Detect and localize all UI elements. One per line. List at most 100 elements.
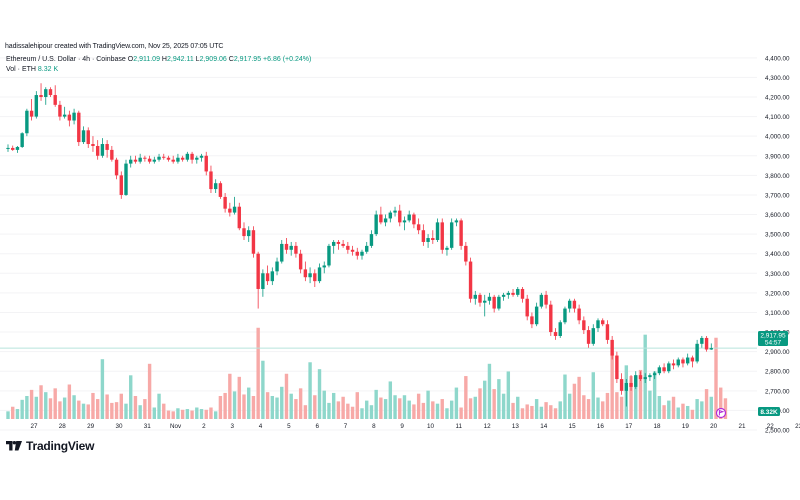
candle[interactable] — [360, 251, 364, 256]
candle[interactable] — [700, 337, 704, 344]
candle[interactable] — [166, 157, 171, 160]
candle[interactable] — [58, 104, 62, 117]
candle[interactable] — [530, 316, 534, 325]
candle[interactable] — [34, 95, 39, 117]
candle[interactable] — [662, 367, 666, 372]
candle[interactable] — [563, 308, 567, 323]
candle[interactable] — [586, 330, 591, 344]
candle[interactable] — [270, 271, 275, 282]
candle[interactable] — [242, 228, 246, 237]
candle[interactable] — [572, 300, 577, 309]
candle[interactable] — [322, 265, 326, 268]
candle[interactable] — [143, 157, 147, 159]
candle[interactable] — [605, 324, 610, 340]
candle[interactable] — [171, 159, 175, 162]
candle[interactable] — [652, 373, 657, 376]
candle[interactable] — [464, 245, 468, 262]
candle[interactable] — [298, 253, 303, 270]
candle[interactable] — [393, 210, 397, 213]
candle[interactable] — [483, 300, 487, 303]
candle[interactable] — [553, 332, 558, 336]
candle[interactable] — [431, 238, 435, 240]
candle[interactable] — [601, 320, 605, 325]
candle[interactable] — [459, 220, 463, 246]
candle[interactable] — [487, 296, 492, 301]
candle[interactable] — [11, 147, 15, 150]
candle[interactable] — [95, 145, 100, 156]
candle[interactable] — [454, 220, 459, 223]
candle[interactable] — [657, 367, 662, 374]
candle[interactable] — [44, 89, 48, 98]
candle[interactable] — [350, 249, 355, 252]
candle[interactable] — [15, 146, 20, 150]
candle[interactable] — [473, 294, 477, 299]
candle[interactable] — [615, 355, 619, 380]
candle[interactable] — [624, 382, 629, 391]
candle[interactable] — [223, 196, 227, 209]
candle[interactable] — [237, 206, 241, 229]
candle[interactable] — [398, 210, 402, 223]
candle[interactable] — [412, 214, 416, 225]
candle[interactable] — [709, 348, 713, 350]
candle[interactable] — [346, 245, 350, 250]
candle[interactable] — [558, 322, 562, 336]
candle[interactable] — [308, 273, 312, 278]
candle[interactable] — [582, 320, 586, 331]
event-marker[interactable] — [715, 407, 727, 419]
candle[interactable] — [468, 261, 473, 299]
legend-volume-name[interactable]: Vol · ETH — [6, 66, 36, 73]
candle[interactable] — [119, 175, 123, 195]
candle[interactable] — [685, 357, 690, 364]
candle[interactable] — [671, 363, 676, 366]
candle[interactable] — [369, 234, 374, 246]
candle[interactable] — [303, 269, 308, 278]
candle[interactable] — [539, 294, 544, 307]
candle[interactable] — [643, 377, 647, 380]
candle[interactable] — [247, 230, 251, 237]
candle[interactable] — [209, 171, 213, 190]
candle[interactable] — [256, 253, 260, 289]
candle[interactable] — [218, 183, 223, 197]
candle[interactable] — [567, 300, 572, 309]
candle[interactable] — [648, 375, 652, 378]
candle[interactable] — [81, 130, 86, 143]
candle[interactable] — [261, 273, 265, 289]
candle[interactable] — [228, 208, 232, 213]
candle[interactable] — [147, 158, 152, 162]
candle[interactable] — [67, 114, 72, 121]
candle[interactable] — [501, 294, 506, 297]
candle[interactable] — [426, 238, 430, 242]
candle[interactable] — [152, 159, 157, 162]
candle[interactable] — [676, 359, 680, 366]
candle[interactable] — [110, 149, 114, 160]
candle[interactable] — [440, 222, 444, 250]
candle[interactable] — [48, 89, 53, 96]
candle[interactable] — [53, 95, 57, 105]
candle[interactable] — [327, 245, 331, 266]
candle[interactable] — [162, 156, 166, 158]
candle[interactable] — [280, 243, 284, 262]
candle[interactable] — [704, 337, 709, 350]
candle[interactable] — [133, 159, 138, 162]
candle[interactable] — [619, 379, 624, 391]
candle[interactable] — [402, 220, 407, 223]
candle[interactable] — [199, 155, 204, 158]
candle[interactable] — [544, 294, 548, 305]
candle[interactable] — [91, 144, 95, 146]
candle[interactable] — [478, 294, 482, 303]
candle[interactable] — [416, 224, 421, 231]
candle[interactable] — [374, 214, 378, 235]
candle[interactable] — [492, 296, 496, 309]
candle[interactable] — [497, 296, 501, 309]
candle[interactable] — [284, 243, 289, 250]
time-axis[interactable]: 27 28 29 30 31 Nov 2 3 4 5 6 7 8 9 10 11 12 13 14 15 16 17 18 1… — [30, 423, 800, 430]
candle[interactable] — [379, 214, 383, 223]
candle[interactable] — [265, 273, 270, 282]
candle[interactable] — [421, 230, 426, 242]
candle[interactable] — [317, 267, 322, 282]
candle[interactable] — [195, 157, 199, 160]
candle[interactable] — [72, 112, 76, 121]
candle[interactable] — [596, 320, 600, 329]
candle[interactable] — [690, 357, 695, 362]
